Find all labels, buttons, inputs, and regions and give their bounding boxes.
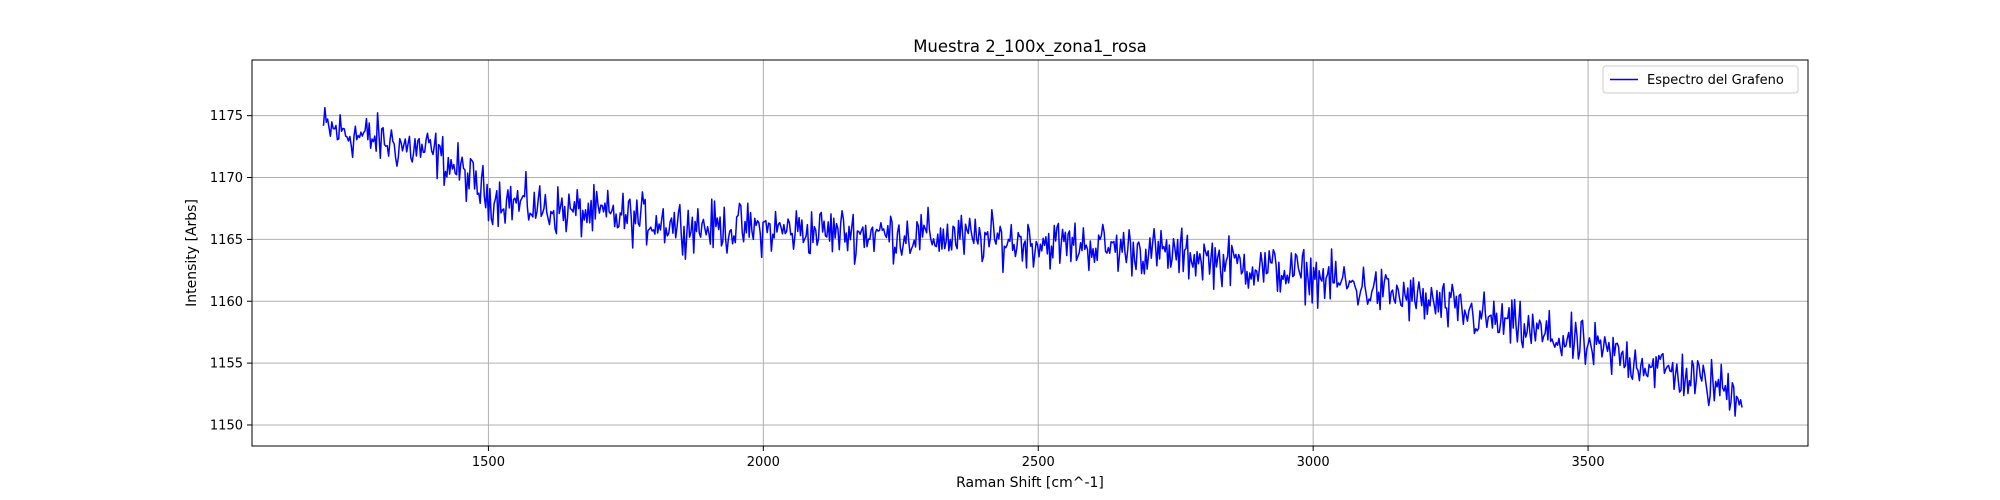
y-tick-label: 1175 [210, 109, 243, 124]
x-tick-label: 2000 [747, 455, 780, 470]
x-tick-label: 3500 [1572, 455, 1605, 470]
y-tick-label: 1160 [210, 295, 243, 310]
legend-entry-label: Espectro del Grafeno [1647, 73, 1784, 88]
grid [252, 60, 1808, 446]
x-axis-ticks: 1500 2000 2500 3000 3500 [472, 446, 1605, 470]
y-tick-label: 1155 [210, 357, 243, 372]
legend: Espectro del Grafeno [1602, 65, 1799, 94]
x-tick-label: 1500 [472, 455, 505, 470]
y-tick-label: 1170 [210, 171, 243, 186]
series-line-espectro-del-grafeno [322, 106, 1743, 417]
x-axis-label: Raman Shift [cm^-1] [956, 475, 1104, 491]
y-axis-ticks: 1150 1155 1160 1165 1170 1175 [210, 109, 252, 433]
legend-box [1602, 65, 1799, 94]
chart-title: Muestra 2_100x_zona1_rosa [913, 37, 1147, 57]
y-tick-label: 1165 [210, 233, 243, 248]
y-tick-label: 1150 [210, 418, 243, 433]
y-axis-label: Intensity [Arbs] [184, 199, 200, 307]
series-layer [322, 106, 1743, 417]
x-tick-label: 2500 [1022, 455, 1055, 470]
x-tick-label: 3000 [1297, 455, 1330, 470]
axes-frame [251, 59, 1809, 447]
